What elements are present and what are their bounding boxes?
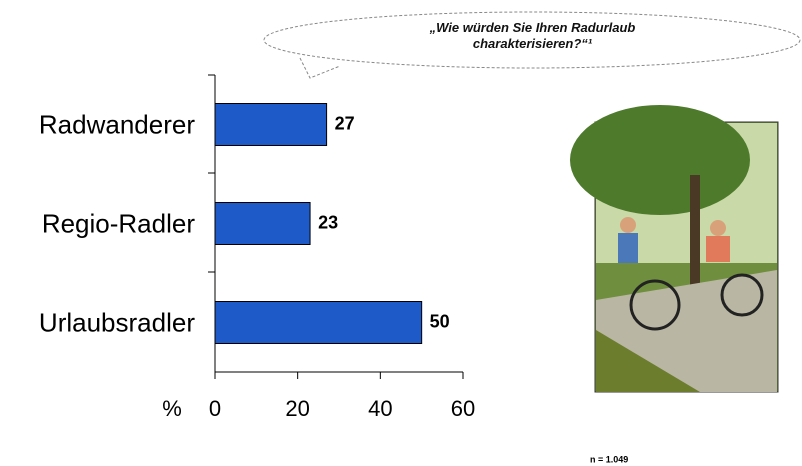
speech-bubble xyxy=(263,11,801,79)
photo-trunk xyxy=(690,175,700,285)
bar xyxy=(214,202,311,245)
photo-person xyxy=(618,233,638,263)
y-tick-label: Regio-Radler xyxy=(42,208,196,238)
photo xyxy=(570,105,779,393)
chart-title: „Wie würden Sie Ihren Radurlaub charakte… xyxy=(429,20,636,51)
x-tick-label: 20 xyxy=(285,396,309,421)
photo-wheel xyxy=(629,279,681,331)
photo-tree xyxy=(570,105,750,215)
value-label: 27 xyxy=(335,113,355,133)
x-tick-label: 60 xyxy=(451,396,475,421)
photo-person xyxy=(706,236,730,262)
y-tick-label: Urlaubsradler xyxy=(39,307,195,337)
y-tick-label: Radwanderer xyxy=(39,109,195,139)
photo-grass xyxy=(596,330,700,392)
x-tick-label: 40 xyxy=(368,396,392,421)
note: n = 1.049 xyxy=(590,454,628,464)
x-tick-label: 0 xyxy=(209,396,221,421)
photo-person xyxy=(620,217,636,233)
bubble xyxy=(263,11,801,69)
bar xyxy=(214,103,328,146)
bar xyxy=(214,301,423,344)
value-label: 23 xyxy=(318,212,338,232)
value-label: 50 xyxy=(430,311,450,331)
photo-person xyxy=(710,220,726,236)
photo-wheel xyxy=(720,273,764,317)
bubble-tail xyxy=(299,57,341,79)
x-axis-label: % xyxy=(162,396,182,421)
